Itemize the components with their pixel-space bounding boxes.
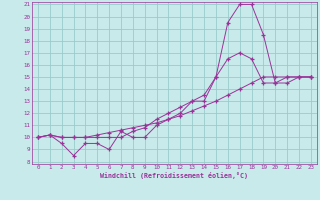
X-axis label: Windchill (Refroidissement éolien,°C): Windchill (Refroidissement éolien,°C) xyxy=(100,172,248,179)
